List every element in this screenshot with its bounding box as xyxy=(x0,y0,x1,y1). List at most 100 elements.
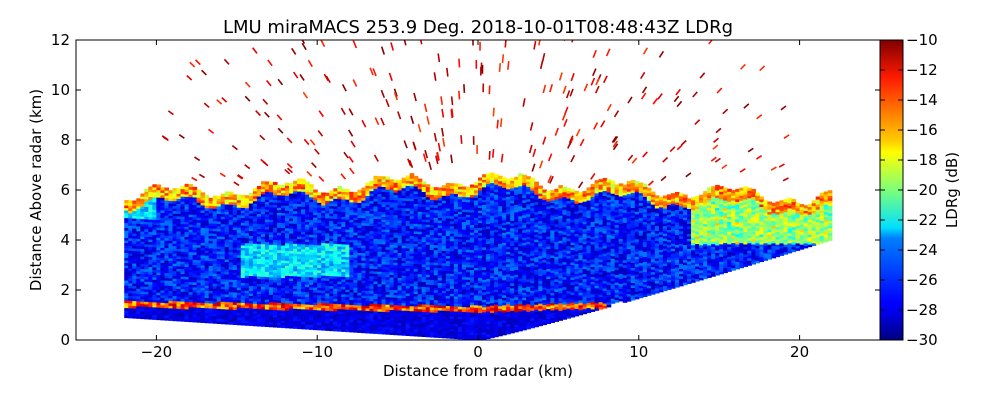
ldr-cell xyxy=(204,217,210,221)
ldr-cell xyxy=(393,244,399,248)
ldr-cell xyxy=(309,219,314,223)
ldr-cell xyxy=(176,228,182,232)
ldr-cell xyxy=(453,273,459,277)
ldr-cell xyxy=(401,180,407,184)
ldr-cell xyxy=(473,214,479,218)
ldr-cell xyxy=(293,273,298,277)
ldr-cell xyxy=(236,219,242,223)
ldr-cell xyxy=(277,207,282,211)
ldr-cell xyxy=(441,200,447,204)
ldr-cell xyxy=(124,235,129,239)
ldr-cell xyxy=(277,267,282,271)
ldr-cell xyxy=(196,234,202,238)
ldr-cell xyxy=(317,299,322,303)
ldr-cell xyxy=(409,308,415,312)
ldr-cell xyxy=(397,247,403,251)
ldr-cell xyxy=(453,208,459,212)
ldr-cell xyxy=(373,178,379,182)
ldr-cell xyxy=(289,282,294,287)
ldr-cell xyxy=(325,295,330,299)
ldr-cell xyxy=(232,304,238,308)
ldr-cell xyxy=(224,301,230,305)
ldr-cell xyxy=(445,285,451,289)
ldr-cell xyxy=(264,206,270,210)
ldr-cell xyxy=(124,200,129,204)
ldr-cell xyxy=(333,205,338,209)
ldr-cell xyxy=(385,214,391,218)
ldr-cell xyxy=(453,220,459,225)
ldr-cell xyxy=(337,298,342,302)
ldr-cell xyxy=(204,232,210,236)
ldr-cell xyxy=(240,194,246,199)
ldr-cell xyxy=(429,254,435,258)
ldr-cell xyxy=(461,268,467,273)
ldr-cell xyxy=(329,270,334,274)
ldr-cell xyxy=(144,276,149,280)
ldr-cell xyxy=(212,295,218,299)
ldr-cell xyxy=(136,315,141,319)
ldr-cell xyxy=(248,240,254,244)
ldr-cell xyxy=(341,288,346,292)
ldr-cell xyxy=(325,262,330,266)
ldr-cell xyxy=(128,210,133,214)
ldr-cell xyxy=(369,285,375,289)
ldr-cell xyxy=(453,263,459,267)
ldr-cell xyxy=(220,291,226,295)
ldr-cell xyxy=(260,256,266,260)
ldr-cell xyxy=(425,276,431,280)
ldr-cell xyxy=(144,251,149,255)
ldr-cell xyxy=(264,286,270,290)
ldr-cell xyxy=(248,247,254,252)
ldr-cell xyxy=(437,272,443,276)
ldr-cell xyxy=(349,221,354,225)
ldr-cell xyxy=(425,321,431,325)
ldr-cell xyxy=(281,229,286,234)
ldr-cell xyxy=(401,200,407,204)
ldr-cell xyxy=(381,183,387,187)
ldr-cell xyxy=(373,220,379,224)
ldr-cell xyxy=(421,218,427,223)
ldr-cell xyxy=(293,270,298,274)
ldr-cell xyxy=(180,256,186,260)
ldr-cell xyxy=(325,322,330,326)
ldr-cell xyxy=(277,202,282,206)
ldr-cell xyxy=(453,283,459,287)
ldr-cell xyxy=(260,248,266,252)
ldr-cell xyxy=(317,259,322,263)
ldr-cell xyxy=(148,216,153,220)
ldr-cell xyxy=(445,207,451,212)
ldr-cell xyxy=(228,314,234,318)
ldr-cell xyxy=(285,285,290,289)
ldr-cell xyxy=(188,194,194,198)
ldr-cell xyxy=(317,214,322,218)
ldr-cell xyxy=(469,226,475,231)
ldr-cell xyxy=(252,318,258,322)
ldr-cell xyxy=(224,303,230,307)
ldr-cell xyxy=(168,292,174,296)
ldr-cell xyxy=(228,294,234,298)
ldr-cell xyxy=(313,244,318,248)
ldr-cell xyxy=(272,316,278,321)
ldr-cell xyxy=(140,308,145,312)
ldr-cell xyxy=(184,191,190,195)
ldr-cell xyxy=(200,222,206,226)
ldr-cell xyxy=(240,322,246,326)
ldr-cell xyxy=(160,307,166,311)
ldr-cell xyxy=(180,211,186,215)
ldr-cell xyxy=(232,224,238,228)
ldr-cell xyxy=(200,307,206,311)
ldr-cell xyxy=(413,270,419,275)
ldr-cell xyxy=(445,242,451,247)
ldr-cell xyxy=(353,309,358,313)
ldr-cell xyxy=(457,303,463,307)
ldr-cell xyxy=(188,299,194,303)
ldr-cell xyxy=(281,269,286,274)
ldr-cell xyxy=(361,327,367,331)
ldr-cell xyxy=(212,305,218,309)
ldr-cell xyxy=(192,209,198,213)
ldr-cell xyxy=(228,204,234,208)
ldr-cell xyxy=(281,257,286,261)
ldr-cell xyxy=(132,290,137,294)
ldr-cell xyxy=(469,209,475,213)
ldr-cell xyxy=(321,207,326,211)
